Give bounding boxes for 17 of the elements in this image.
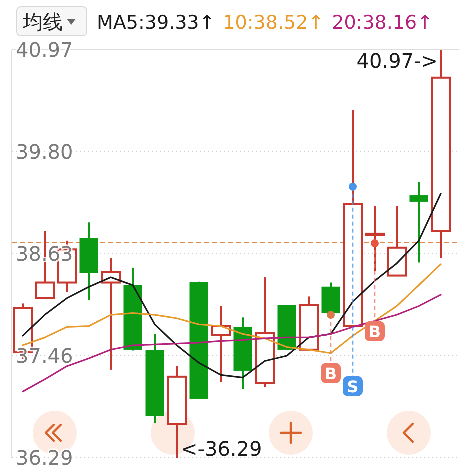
y-tick-label: 39.80 (16, 140, 74, 164)
data-label: S (347, 377, 359, 396)
y-tick-label: 37.46 (16, 344, 74, 368)
text: MA5:39.33↑ (97, 12, 216, 34)
annotation: <-36.29 (181, 437, 262, 461)
point (327, 311, 335, 320)
y-tick-label: 40.97 (16, 38, 74, 62)
data-label: B (324, 364, 338, 384)
candlestick (410, 182, 428, 264)
annotation: 40.97-> (356, 49, 438, 73)
point (349, 182, 357, 191)
data-label: B (368, 322, 382, 342)
point (371, 240, 379, 248)
text: 20:38.16↑ (332, 12, 434, 34)
text: 10:38.52↑ (223, 12, 324, 34)
legend-title: 均线 (22, 10, 63, 34)
y-tick-label: 36.29 (16, 446, 74, 470)
